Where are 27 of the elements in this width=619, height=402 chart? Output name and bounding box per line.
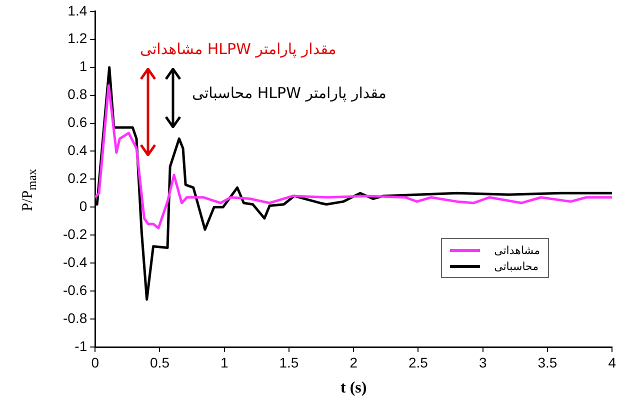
y-tick-label: -0.8 <box>63 310 88 326</box>
annotation: مقدار پارامتر HLPW مشاهداتی <box>140 40 336 58</box>
x-tick-label: 1 <box>220 354 228 370</box>
y-tick-label: 0.8 <box>68 86 88 102</box>
legend-label: محاسباتی <box>494 260 539 272</box>
x-axis-title: t (s) <box>340 380 367 397</box>
y-tick-label: 0.4 <box>68 142 88 158</box>
y-tick-label: -1 <box>74 338 88 354</box>
x-tick-label: 2 <box>350 354 358 370</box>
x-tick-label: 4 <box>608 354 616 370</box>
x-tick-label: 0 <box>91 354 100 370</box>
y-tick-label: 1.2 <box>68 30 88 46</box>
y-tick-label: 1 <box>79 58 88 74</box>
y-tick-label: -0.6 <box>63 282 88 298</box>
y-tick-label: -0.2 <box>63 226 88 242</box>
x-tick-label: 2.5 <box>408 354 428 370</box>
x-tick-label: 0.5 <box>150 354 170 370</box>
annotation: مقدار پارامتر HLPW محاسباتی <box>192 84 386 102</box>
y-tick-label: 0 <box>79 198 88 214</box>
y-tick-label: 0.2 <box>68 170 88 186</box>
legend-label: مشاهداتی <box>494 244 540 256</box>
x-tick-label: 3.5 <box>538 354 558 370</box>
x-tick-label: 1.5 <box>279 354 299 370</box>
y-tick-label: 0.6 <box>68 114 88 130</box>
y-tick-label: -0.4 <box>63 254 88 270</box>
y-tick-label: 1.4 <box>68 2 88 18</box>
x-tick-label: 3 <box>478 354 487 370</box>
